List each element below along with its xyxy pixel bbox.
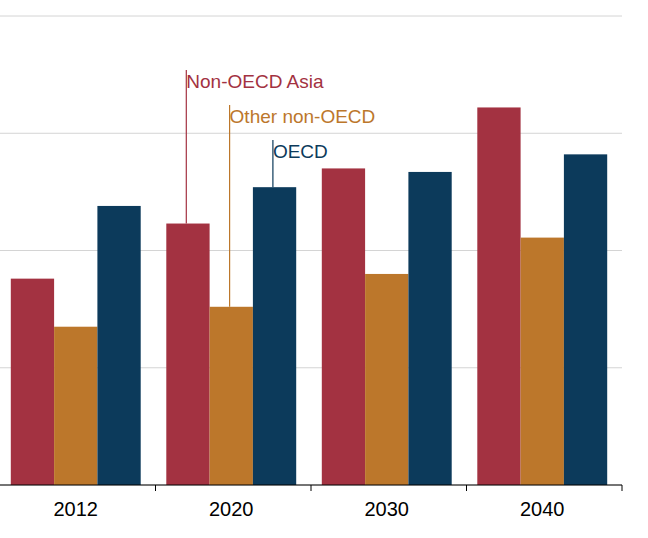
x-tick: [466, 485, 467, 491]
x-tick-label: 2012: [54, 498, 99, 520]
bar: [521, 238, 564, 485]
bar: [97, 206, 140, 485]
bar: [365, 274, 408, 485]
bar: [477, 107, 520, 485]
bar: [11, 279, 54, 485]
series-label: OECD: [273, 141, 328, 162]
bar: [322, 168, 365, 485]
series-label: Non-OECD Asia: [186, 71, 324, 92]
x-tick-label: 2030: [365, 498, 410, 520]
bar: [166, 224, 209, 485]
chart: 2012 2020 2030 2040 Non-OECD Asia Other non-O…: [0, 0, 648, 538]
x-tick-label: 2020: [209, 498, 254, 520]
x-tick: [622, 485, 623, 491]
grid-line: [0, 133, 622, 134]
bars: [11, 107, 607, 485]
bar: [564, 154, 607, 485]
grid-line: [0, 16, 622, 17]
bar: [253, 187, 296, 485]
bar: [408, 172, 451, 485]
annotation-line: [229, 105, 230, 307]
series-label: Other non-OECD: [230, 106, 376, 127]
bar: [54, 327, 97, 485]
annotation-line: [186, 70, 187, 224]
bar: [210, 307, 253, 485]
x-tick: [311, 485, 312, 491]
x-tick: [155, 485, 156, 491]
x-tick-label: 2040: [520, 498, 565, 520]
